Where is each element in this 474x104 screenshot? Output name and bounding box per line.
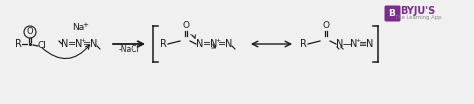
Text: N: N: [350, 39, 358, 49]
Text: —: —: [342, 39, 352, 49]
Text: B: B: [389, 9, 395, 19]
Text: O: O: [27, 27, 33, 37]
Text: N: N: [75, 39, 82, 49]
Text: N: N: [366, 39, 374, 49]
Text: N: N: [225, 39, 233, 49]
Text: The Learning App: The Learning App: [395, 15, 441, 20]
Text: +: +: [356, 38, 361, 43]
Text: BYJU'S: BYJU'S: [401, 6, 436, 16]
Text: O: O: [182, 22, 190, 30]
Text: R: R: [160, 39, 166, 49]
Text: +: +: [81, 38, 86, 43]
Text: Cl: Cl: [37, 41, 46, 51]
Text: R: R: [15, 39, 21, 49]
Text: N: N: [91, 39, 98, 49]
Text: O: O: [322, 22, 329, 30]
FancyBboxPatch shape: [384, 6, 401, 22]
Text: Na: Na: [72, 24, 84, 32]
Text: R: R: [300, 39, 306, 49]
Text: -NaCl: -NaCl: [118, 46, 139, 54]
Text: N: N: [196, 39, 204, 49]
Text: +: +: [82, 22, 88, 28]
Text: =: =: [83, 39, 91, 49]
Text: N: N: [61, 39, 69, 49]
Text: =: =: [203, 39, 211, 49]
Text: N: N: [337, 39, 344, 49]
Text: =: =: [68, 39, 76, 49]
Text: ≡: ≡: [359, 39, 367, 49]
Text: =: =: [218, 39, 226, 49]
Text: N: N: [210, 39, 218, 49]
Text: +: +: [215, 38, 220, 43]
